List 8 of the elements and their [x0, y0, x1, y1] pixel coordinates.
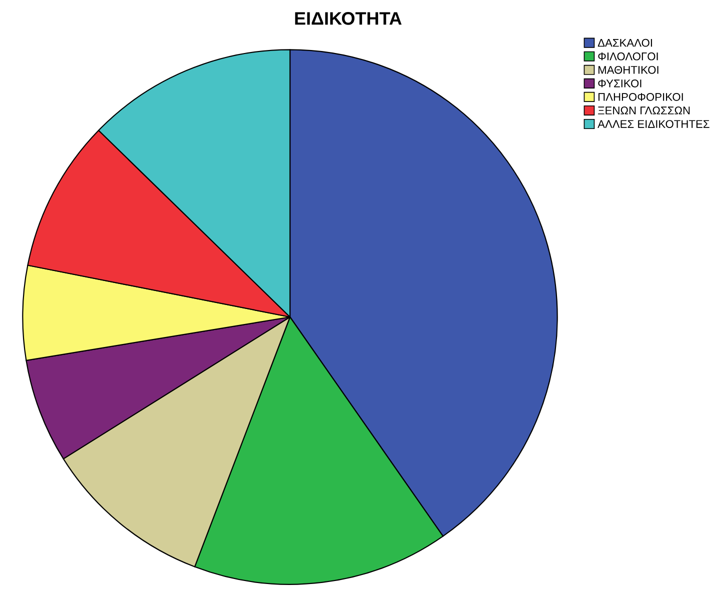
legend-label: ΞΕΝΩΝ ΓΛΩΣΣΩΝ — [598, 106, 690, 114]
legend-label: ΦΙΛΟΛΟΓΟΙ — [598, 52, 658, 60]
legend-label: ΔΑΣΚΑΛΟΙ — [598, 38, 652, 47]
chart-title: ΕΙΔΙΚΟΤΗΤΑ — [295, 12, 402, 25]
legend-label: ΜΑΘΗΤΙΚΟΙ — [598, 66, 658, 74]
legend-label: ΠΛΗΡΟΦΟΡΙΚΟΙ — [598, 93, 683, 101]
legend-label: ΑΛΛΕΣ ΕΙΔΙΚΟΤΗΤΕΣ — [598, 120, 710, 128]
legend-label: ΦΥΣΙΚΟΙ — [598, 79, 642, 88]
